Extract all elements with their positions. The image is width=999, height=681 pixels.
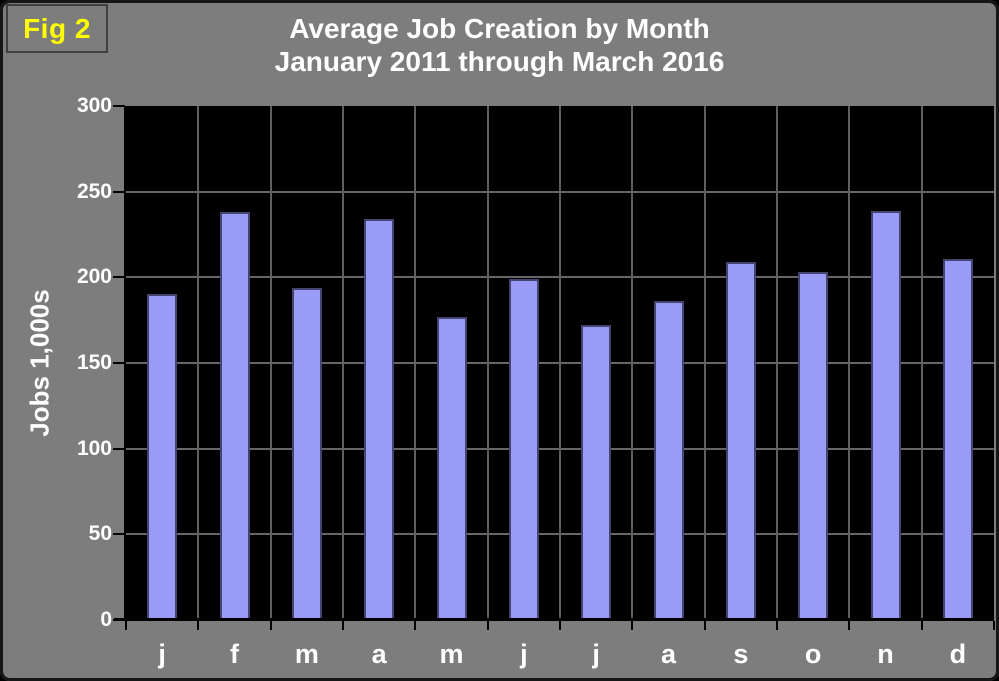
bar bbox=[436, 316, 467, 620]
y-axis-tick-label: 150 bbox=[76, 351, 112, 374]
bar bbox=[942, 258, 973, 620]
gridline-vertical bbox=[559, 106, 561, 620]
y-axis-tick bbox=[113, 105, 125, 107]
x-axis-category-label: n bbox=[877, 639, 894, 669]
x-axis-category-label: j bbox=[158, 639, 166, 669]
y-axis-line bbox=[124, 106, 126, 620]
figure-label-box: Fig 2 bbox=[6, 4, 108, 53]
plot-area bbox=[126, 106, 994, 620]
x-axis-category-label: s bbox=[733, 639, 749, 669]
gridline-vertical bbox=[776, 106, 778, 620]
x-axis-tick bbox=[269, 621, 272, 630]
bar bbox=[291, 287, 322, 620]
y-axis-tick-label: 250 bbox=[76, 179, 112, 203]
x-axis-tick bbox=[342, 621, 344, 630]
y-axis-tick-label: 100 bbox=[76, 436, 112, 460]
x-axis-category-label: o bbox=[804, 639, 822, 669]
x-axis-tick bbox=[486, 621, 489, 630]
bar bbox=[725, 261, 756, 620]
x-axis-line bbox=[114, 618, 994, 621]
chart-title: Average Job Creation by Month January 20… bbox=[0, 12, 999, 78]
chart-title-line2: January 2011 through March 2016 bbox=[274, 46, 725, 77]
bar bbox=[508, 279, 539, 620]
gridline-vertical bbox=[631, 106, 634, 620]
x-axis-category-label: a bbox=[371, 639, 387, 669]
x-axis-tick bbox=[559, 621, 561, 630]
y-axis-tick bbox=[113, 362, 125, 364]
x-axis-category-label: d bbox=[949, 639, 967, 669]
bar bbox=[870, 210, 901, 620]
x-axis-tick bbox=[848, 621, 851, 630]
gridline-vertical bbox=[269, 106, 272, 620]
x-axis-tick bbox=[703, 621, 706, 630]
bar bbox=[581, 325, 612, 620]
y-axis-tick-label: 200 bbox=[76, 265, 112, 289]
bar bbox=[364, 219, 395, 620]
bar bbox=[798, 272, 829, 620]
y-axis-tick-label: 50 bbox=[88, 522, 112, 546]
bar bbox=[219, 212, 250, 620]
gridline-vertical bbox=[486, 106, 489, 620]
x-axis-tick bbox=[993, 621, 995, 630]
x-axis-tick bbox=[125, 621, 127, 630]
chart-title-line1: Average Job Creation by Month bbox=[289, 13, 710, 44]
x-axis-category-label: m bbox=[294, 639, 319, 669]
gridline-vertical bbox=[920, 106, 923, 620]
gridline-vertical bbox=[197, 106, 200, 620]
gridline-vertical bbox=[414, 106, 417, 620]
x-axis-category-label: j bbox=[520, 639, 528, 669]
gridline-vertical bbox=[848, 106, 851, 620]
x-axis-tick bbox=[776, 621, 778, 630]
figure-label: Fig 2 bbox=[23, 12, 91, 44]
bar bbox=[147, 294, 178, 620]
y-axis-tick-label: 0 bbox=[100, 608, 112, 631]
y-axis-tick bbox=[113, 276, 125, 279]
x-axis-tick bbox=[631, 621, 634, 630]
y-axis-tick bbox=[113, 447, 125, 450]
y-axis-tick bbox=[113, 619, 125, 621]
y-axis-tick bbox=[113, 190, 125, 193]
x-axis-tick bbox=[197, 621, 200, 630]
x-axis-category-label: j bbox=[592, 639, 600, 669]
x-axis-tick bbox=[414, 621, 417, 630]
x-axis-tick bbox=[920, 621, 923, 630]
gridline-vertical bbox=[342, 106, 344, 620]
y-axis-tick bbox=[113, 533, 125, 536]
y-axis-tick-label: 300 bbox=[76, 94, 112, 117]
bar bbox=[653, 301, 684, 620]
gridline-vertical bbox=[703, 106, 706, 620]
x-axis-category-label: m bbox=[439, 639, 464, 669]
x-axis-category-label: f bbox=[230, 639, 239, 669]
x-axis-category-label: a bbox=[660, 639, 677, 669]
